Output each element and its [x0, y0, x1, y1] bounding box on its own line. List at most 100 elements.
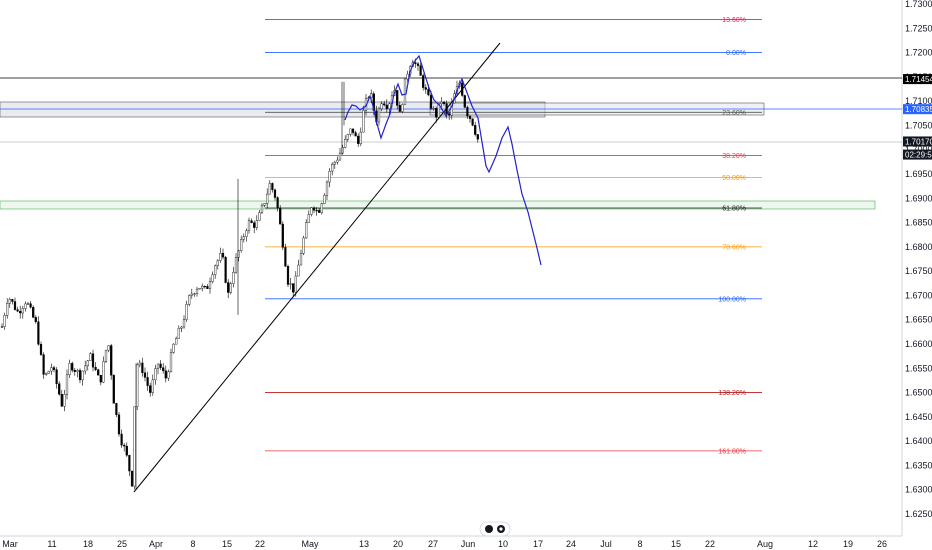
candle-body [32, 307, 35, 318]
candle-body [442, 101, 446, 104]
candle-body [359, 131, 362, 144]
support-zone-green[interactable] [0, 200, 876, 210]
price-badges: 1.71454 1.70835 1.70170 02:29:53 [903, 74, 932, 160]
price-badge-label: 1.71454 [905, 75, 932, 84]
candle-body [351, 128, 355, 133]
candle-body [219, 252, 222, 261]
candle-body [13, 301, 17, 310]
candle-body [450, 102, 453, 116]
candle-body [289, 283, 292, 285]
price-tick-label: 1.72000 [905, 48, 932, 58]
candle-body [297, 264, 300, 277]
candle-body [245, 230, 248, 237]
candle-body [203, 285, 206, 288]
candle-body [424, 87, 427, 90]
candle-body [281, 223, 284, 248]
candle-body [89, 353, 92, 361]
time-tick-label: 22 [705, 539, 715, 549]
candle-body [91, 353, 95, 368]
projection-path[interactable] [344, 54, 542, 266]
candle-body [294, 275, 297, 293]
candle-body [71, 363, 74, 371]
candle-body [346, 134, 349, 140]
candle-body [333, 161, 336, 165]
candle-body [39, 344, 43, 355]
time-tick-label: Mar [2, 539, 18, 549]
candle-body [344, 139, 347, 148]
candle-body [299, 253, 303, 266]
candle-body [128, 455, 131, 472]
candle-body [198, 287, 201, 290]
price-tick-label: 1.71000 [905, 96, 932, 106]
time-tick-label: 17 [533, 539, 543, 549]
candle-body [29, 303, 32, 308]
fib-level-label: 50.00% [722, 175, 746, 182]
time-tick-label: 24 [566, 539, 576, 549]
time-tick-label: 20 [393, 539, 403, 549]
candle-body [193, 293, 196, 295]
price-badge [903, 149, 932, 160]
candle-body [149, 385, 152, 393]
time-tick-label: 15 [671, 539, 681, 549]
candle-body [65, 374, 69, 395]
candle-body [422, 75, 425, 88]
price-tick-label: 1.68500 [905, 218, 932, 228]
candle-body [403, 78, 407, 105]
price-tick-label: 1.73000 [905, 0, 932, 9]
time-tick-label: 8 [190, 539, 195, 549]
candle-body [120, 433, 123, 446]
candle-body [349, 128, 352, 135]
trendline[interactable] [133, 42, 501, 493]
candle-body [169, 352, 173, 372]
candle-body [172, 343, 175, 353]
candle-body [440, 101, 443, 105]
candle-body [448, 113, 451, 116]
candle-body [206, 286, 209, 289]
candle-body [323, 194, 326, 204]
fibonacci-levels[interactable]: -13.60% 0.00% 23.60% 38.20% 50.00% 61.80% 78.6… [265, 17, 762, 455]
time-tick-label: 11 [47, 539, 56, 549]
candle-body [224, 256, 227, 283]
candle-body [268, 183, 271, 195]
candle-body [99, 374, 102, 383]
candle-body [336, 159, 339, 163]
candle-body [115, 403, 118, 416]
candle-body [271, 183, 274, 191]
price-axis[interactable]: 1.730001.725001.720001.715001.710001.705… [905, 0, 932, 519]
candle-body [320, 203, 323, 213]
price-badge [903, 74, 932, 85]
fib-level-label: 61.80% [722, 206, 746, 213]
time-axis[interactable]: Mar 11 18 25 Apr 8 15 22 May 13 20 27 Jun 10 17 24 Jul 8 1… [2, 539, 887, 549]
price-tick-label: 1.63000 [905, 485, 932, 495]
candle-body [227, 282, 230, 293]
time-tick-label: 19 [843, 539, 853, 549]
candle-body [214, 265, 217, 275]
drawings[interactable] [133, 42, 542, 493]
price-badge [903, 136, 932, 147]
candle-body [232, 271, 235, 284]
candle-body [310, 207, 313, 215]
candle-body [331, 164, 334, 172]
time-tick-label: 22 [255, 539, 265, 549]
candle-body [419, 65, 422, 76]
candle-body [130, 470, 134, 487]
candle-body [94, 366, 97, 370]
fib-level-label: 161.80% [718, 448, 746, 455]
candle-body [117, 414, 121, 435]
candle-body [318, 210, 321, 213]
candle-body [435, 108, 438, 118]
candle-body [8, 299, 11, 304]
candle-body [60, 394, 63, 407]
candle-body [229, 283, 232, 293]
candle-body [180, 326, 183, 329]
candle-body [385, 104, 388, 110]
candle-body [266, 193, 269, 204]
candle-body [182, 319, 186, 328]
candle-body [357, 135, 360, 144]
candle-body [471, 118, 474, 126]
fib-level-label: 23.60% [722, 110, 746, 117]
price-tick-label: 1.69500 [905, 169, 932, 179]
candle-body [42, 354, 45, 375]
candle-body [21, 308, 24, 314]
